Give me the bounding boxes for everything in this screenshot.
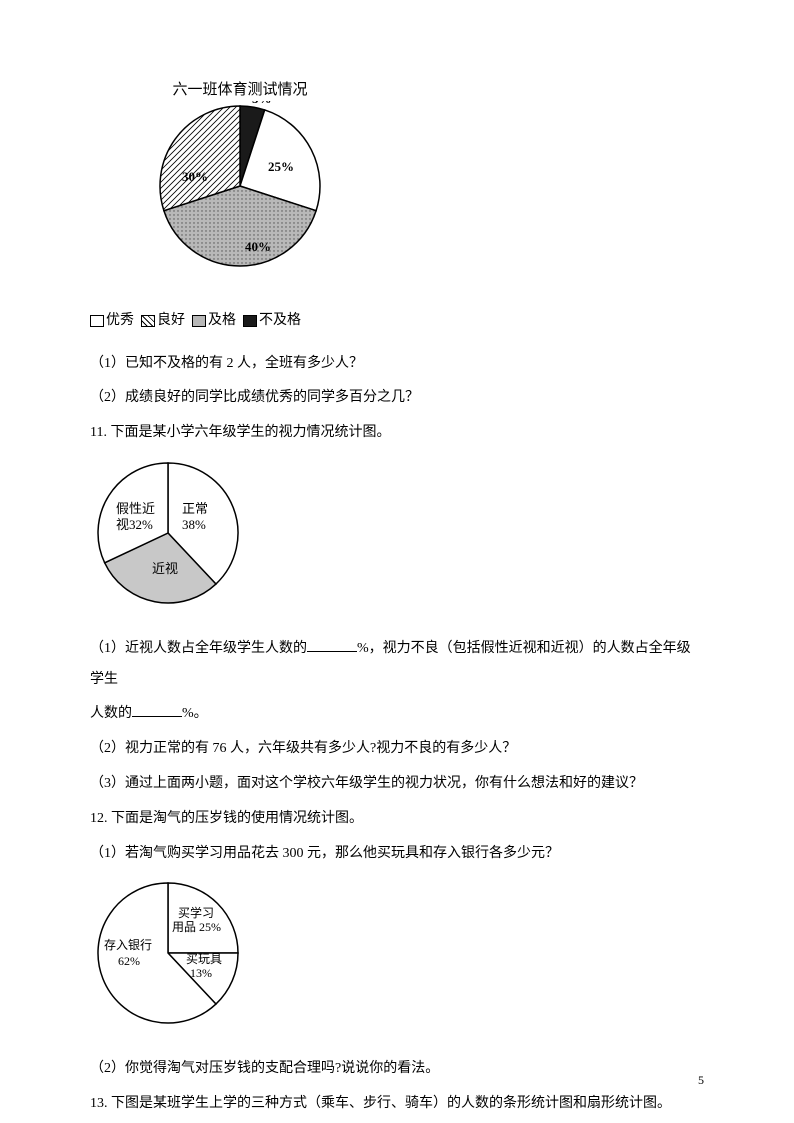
- legend-swatch-pass: [192, 315, 206, 327]
- blank-1[interactable]: [307, 636, 357, 651]
- label-study-1: 买学习: [178, 905, 214, 920]
- legend-swatch-good: [141, 315, 155, 327]
- legend-label-good: 良好: [157, 313, 185, 328]
- q11-2: （2）视力正常的有 76 人，六年级共有多少人?视力不良的有多少人？: [90, 734, 704, 765]
- chart1-title: 六一班体育测试情况: [140, 80, 340, 101]
- q11-1a: （1）近视人数占全年级学生人数的: [90, 641, 307, 656]
- q12-intro: 12. 下面是淘气的压岁钱的使用情况统计图。: [90, 804, 704, 835]
- pie-chart-2: 正常 38% 近视 假性近 视32%: [90, 455, 704, 628]
- q10-1: （1）已知不及格的有 2 人，全班有多少人？: [90, 349, 704, 380]
- label-normal-1: 正常: [182, 501, 208, 516]
- label-40: 40%: [245, 239, 271, 254]
- label-30: 30%: [182, 169, 208, 184]
- label-25: 25%: [268, 159, 294, 174]
- q12-2: （2）你觉得淘气对压岁钱的支配合理吗?说说你的看法。: [90, 1054, 704, 1085]
- q11-1: （1）近视人数占全年级学生人数的%，视力不良（包括假性近视和近视）的人数占全年级…: [90, 634, 704, 696]
- q11-1d: %。: [182, 706, 208, 721]
- label-study-2: 用品 25%: [172, 920, 221, 934]
- label-myopia: 近视: [152, 561, 178, 576]
- label-bank-1: 存入银行: [104, 938, 152, 952]
- label-bank-2: 62%: [118, 954, 140, 968]
- page-number: 5: [698, 1067, 704, 1093]
- label-5: 5%: [252, 101, 272, 106]
- legend-label-pass: 及格: [208, 313, 236, 328]
- legend-swatch-fail: [243, 315, 257, 327]
- legend-label-excellent: 优秀: [106, 313, 134, 328]
- label-pseudo-2: 视32%: [116, 517, 153, 532]
- q13: 13. 下图是某班学生上学的三种方式（乘车、步行、骑车）的人数的条形统计图和扇形…: [90, 1089, 704, 1120]
- label-toys-2: 13%: [190, 966, 212, 980]
- q11-3: （3）通过上面两小题，面对这个学校六年级学生的视力状况，你有什么想法和好的建议？: [90, 769, 704, 800]
- label-toys-1: 买玩具: [186, 952, 222, 966]
- q11-1-line2: 人数的 %。: [90, 699, 704, 730]
- label-pseudo-1: 假性近: [116, 501, 155, 516]
- q11-1c: 人数的: [90, 706, 132, 721]
- pie-chart-1: 5% 25% 40% 30%: [140, 101, 704, 294]
- pie-chart-3: 买学习 用品 25% 买玩具 13% 存入银行 62%: [90, 875, 704, 1048]
- legend-label-fail: 不及格: [259, 313, 301, 328]
- legend-swatch-excellent: [90, 315, 104, 327]
- q12-1: （1）若淘气购买学习用品花去 300 元，那么他买玩具和存入银行各多少元？: [90, 839, 704, 870]
- blank-2[interactable]: [132, 702, 182, 717]
- label-normal-2: 38%: [182, 517, 206, 532]
- q10-2: （2）成绩良好的同学比成绩优秀的同学多百分之几？: [90, 383, 704, 414]
- chart1-legend: 优秀 良好 及格 不及格: [90, 306, 704, 337]
- q11-intro: 11. 下面是某小学六年级学生的视力情况统计图。: [90, 418, 704, 449]
